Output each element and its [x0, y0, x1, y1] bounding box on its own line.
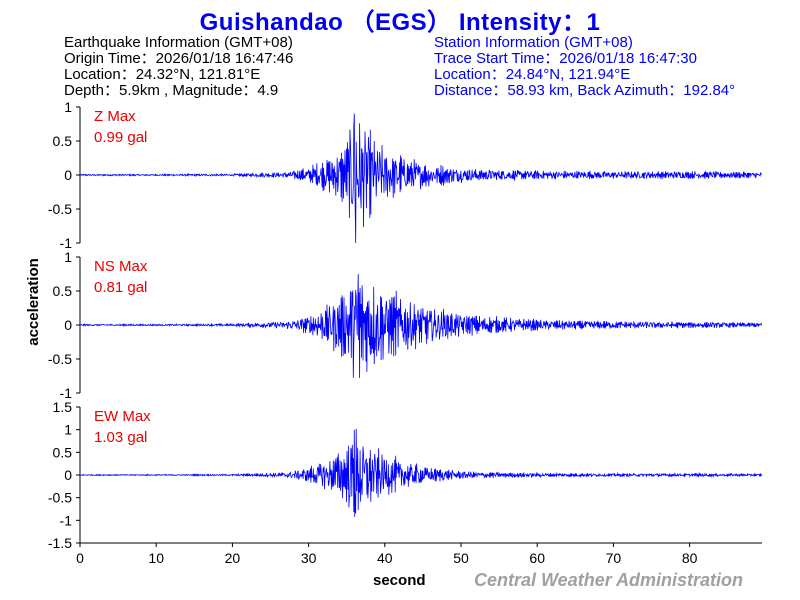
panel-ew-y-tick-label: -0.5 [48, 490, 72, 506]
x-tick-label: 30 [301, 550, 317, 566]
distance-azimuth: Distance：58.93 km, Back Azimuth：192.84° [434, 82, 736, 99]
panel-z-y-tick-label: 0.5 [53, 133, 73, 149]
panel-z-y-tick-label: 1 [64, 99, 72, 115]
panel-ew-y-tick-label: -1 [60, 512, 73, 528]
depth-magnitude: Depth：5.9km , Magnitude：4.9 [64, 82, 279, 99]
station-info: Station Information (GMT+08) Trace Start… [434, 35, 735, 99]
panel-ew-max-value: 1.03 gal [94, 429, 147, 446]
panel-ns-y-tick-label: 0.5 [53, 283, 73, 299]
y-axis-label: acceleration [25, 258, 42, 346]
panel-ew-y-tick-label: 1.5 [53, 399, 73, 415]
panel-ew-y-tick-label: 0 [64, 467, 72, 483]
epicenter-location: Location：24.32°N, 121.81°E [64, 66, 261, 83]
panel-ns-max-label: NS Max [94, 258, 148, 275]
station-location: Location：24.84°N, 121.94°E [434, 66, 631, 83]
panel-ew-y-tick-label: -1.5 [48, 535, 72, 551]
panel-ns-max-value: 0.81 gal [94, 279, 147, 296]
panel-ew-y-tick-label: 1 [64, 422, 72, 438]
x-tick-label: 60 [529, 550, 545, 566]
panel-z-waveform [79, 113, 762, 244]
panel-z-y-tick-label: -0.5 [48, 201, 72, 217]
panel-ew-y-tick-label: 0.5 [53, 444, 73, 460]
agency-footer: Central Weather Administration [474, 570, 744, 590]
x-axis-label: second [373, 572, 426, 589]
panel-z-y-tick-label: -1 [60, 235, 73, 251]
x-tick-label: 0 [76, 550, 84, 566]
panel-z-max-label: Z Max [94, 108, 136, 125]
x-tick-label: 10 [148, 550, 164, 566]
x-tick-label: 40 [377, 550, 393, 566]
earthquake-info: Earthquake Information (GMT+08) Origin T… [64, 35, 293, 99]
station-info-header: Station Information (GMT+08) [434, 34, 633, 51]
panel-ns-y-tick-label: -1 [60, 385, 73, 401]
panel-ns-y-tick-label: 0 [64, 317, 72, 333]
x-tick-label: 80 [682, 550, 698, 566]
panel-ew-waveform [80, 428, 763, 517]
panel-z-y-tick-label: 0 [64, 167, 72, 183]
x-tick-label: 70 [606, 550, 622, 566]
origin-time: Origin Time：2026/01/18 16:47:46 [64, 50, 294, 67]
x-tick-label: 50 [453, 550, 469, 566]
panel-ew-max-label: EW Max [94, 408, 151, 425]
panel-ns-waveform [79, 273, 763, 379]
panel-ns-y-tick-label: 1 [64, 249, 72, 265]
x-tick-label: 20 [225, 550, 241, 566]
chart-title: Guishandao （EGS） Intensity：1 [199, 9, 601, 36]
trace-start-time: Trace Start Time：2026/01/18 16:47:30 [434, 50, 697, 67]
earthquake-info-header: Earthquake Information (GMT+08) [64, 34, 293, 51]
panel-z-max-value: 0.99 gal [94, 129, 147, 146]
panel-ns-y-tick-label: -0.5 [48, 351, 72, 367]
